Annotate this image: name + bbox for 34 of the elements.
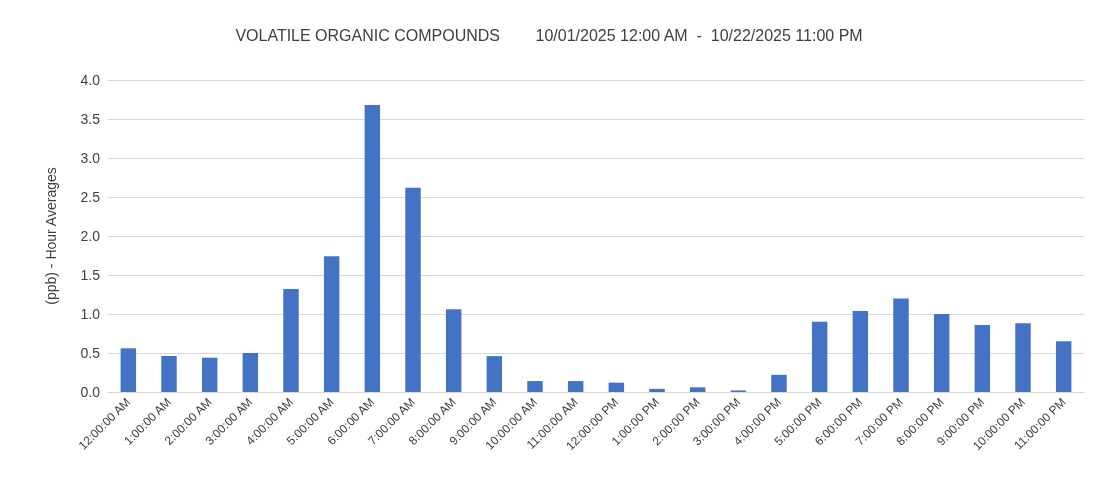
y-tick-label: 0.0	[80, 384, 101, 400]
bar	[527, 381, 543, 392]
bar	[364, 104, 381, 392]
y-tick-label: 1.5	[80, 267, 101, 283]
y-tick-label: 3.5	[80, 111, 101, 127]
y-tick-label: 2.0	[80, 228, 101, 244]
bar	[649, 388, 665, 392]
bar	[242, 353, 259, 392]
y-axis-title: (ppb) - Hour Averages	[43, 167, 59, 305]
bar	[405, 187, 421, 392]
bar	[933, 314, 950, 392]
bar	[689, 387, 706, 392]
bar	[201, 357, 218, 392]
bar	[608, 382, 625, 392]
bar	[323, 256, 340, 392]
y-tick-label: 4.0	[80, 72, 101, 88]
bar	[445, 309, 462, 392]
bar	[771, 374, 787, 392]
bar	[486, 356, 503, 392]
y-tick-label: 3.0	[80, 150, 101, 166]
bar	[283, 289, 299, 392]
y-tick-label: 0.5	[80, 345, 101, 361]
bar	[120, 348, 137, 392]
bar	[1055, 341, 1072, 392]
bar	[974, 324, 991, 392]
bar	[852, 310, 869, 392]
bar	[893, 298, 909, 392]
bar	[1015, 323, 1031, 392]
y-tick-label: 2.5	[80, 189, 101, 205]
bar	[567, 381, 584, 392]
y-tick-label: 1.0	[80, 306, 101, 322]
bar	[161, 356, 177, 392]
chart-title: VOLATILE ORGANIC COMPOUNDS 10/01/2025 12:00 AM - 10/22/2025 11:00 PM	[235, 26, 863, 44]
bar	[811, 321, 828, 392]
